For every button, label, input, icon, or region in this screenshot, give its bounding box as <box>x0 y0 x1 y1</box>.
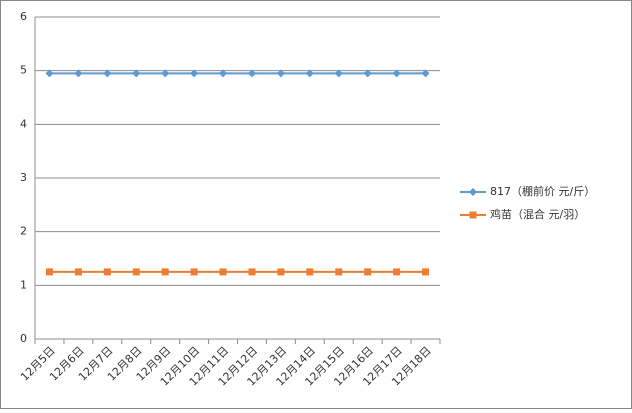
marker <box>334 69 343 78</box>
marker <box>132 268 140 276</box>
marker <box>161 69 170 78</box>
marker <box>219 268 227 276</box>
marker <box>161 268 169 276</box>
marker <box>277 268 285 276</box>
marker <box>190 69 199 78</box>
y-tick-label: 5 <box>20 64 27 77</box>
marker <box>335 268 343 276</box>
marker <box>421 69 430 78</box>
marker <box>190 268 198 276</box>
y-tick-label: 4 <box>20 117 27 130</box>
marker <box>74 268 82 276</box>
y-tick-label: 2 <box>20 225 27 238</box>
y-tick-label: 1 <box>20 278 27 291</box>
marker <box>74 69 83 78</box>
marker <box>45 69 54 78</box>
marker <box>364 268 372 276</box>
marker <box>103 268 111 276</box>
marker <box>363 69 372 78</box>
marker <box>132 69 141 78</box>
marker <box>306 268 314 276</box>
legend-marker <box>469 188 477 196</box>
marker <box>392 69 401 78</box>
y-tick-label: 3 <box>20 171 27 184</box>
marker <box>393 268 401 276</box>
legend-marker <box>469 211 477 219</box>
marker <box>305 69 314 78</box>
marker <box>276 69 285 78</box>
marker <box>45 268 53 276</box>
marker <box>247 69 256 78</box>
marker <box>103 69 112 78</box>
marker <box>248 268 256 276</box>
y-tick-label: 0 <box>20 332 27 345</box>
legend-label: 鸡苗（混合 元/羽） <box>490 207 585 221</box>
marker <box>422 268 430 276</box>
y-tick-label: 6 <box>20 10 27 23</box>
marker <box>219 69 228 78</box>
legend-label: 817（棚前价 元/斤） <box>490 184 595 198</box>
